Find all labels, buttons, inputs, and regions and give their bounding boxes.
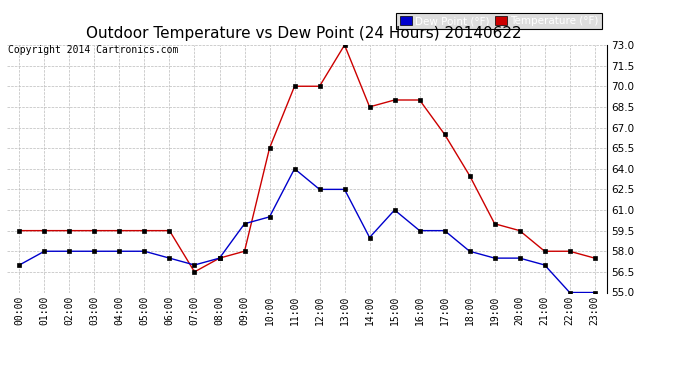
- Legend: Dew Point (°F), Temperature (°F): Dew Point (°F), Temperature (°F): [397, 13, 602, 29]
- Text: Copyright 2014 Cartronics.com: Copyright 2014 Cartronics.com: [8, 45, 179, 55]
- Text: Outdoor Temperature vs Dew Point (24 Hours) 20140622: Outdoor Temperature vs Dew Point (24 Hou…: [86, 26, 522, 41]
